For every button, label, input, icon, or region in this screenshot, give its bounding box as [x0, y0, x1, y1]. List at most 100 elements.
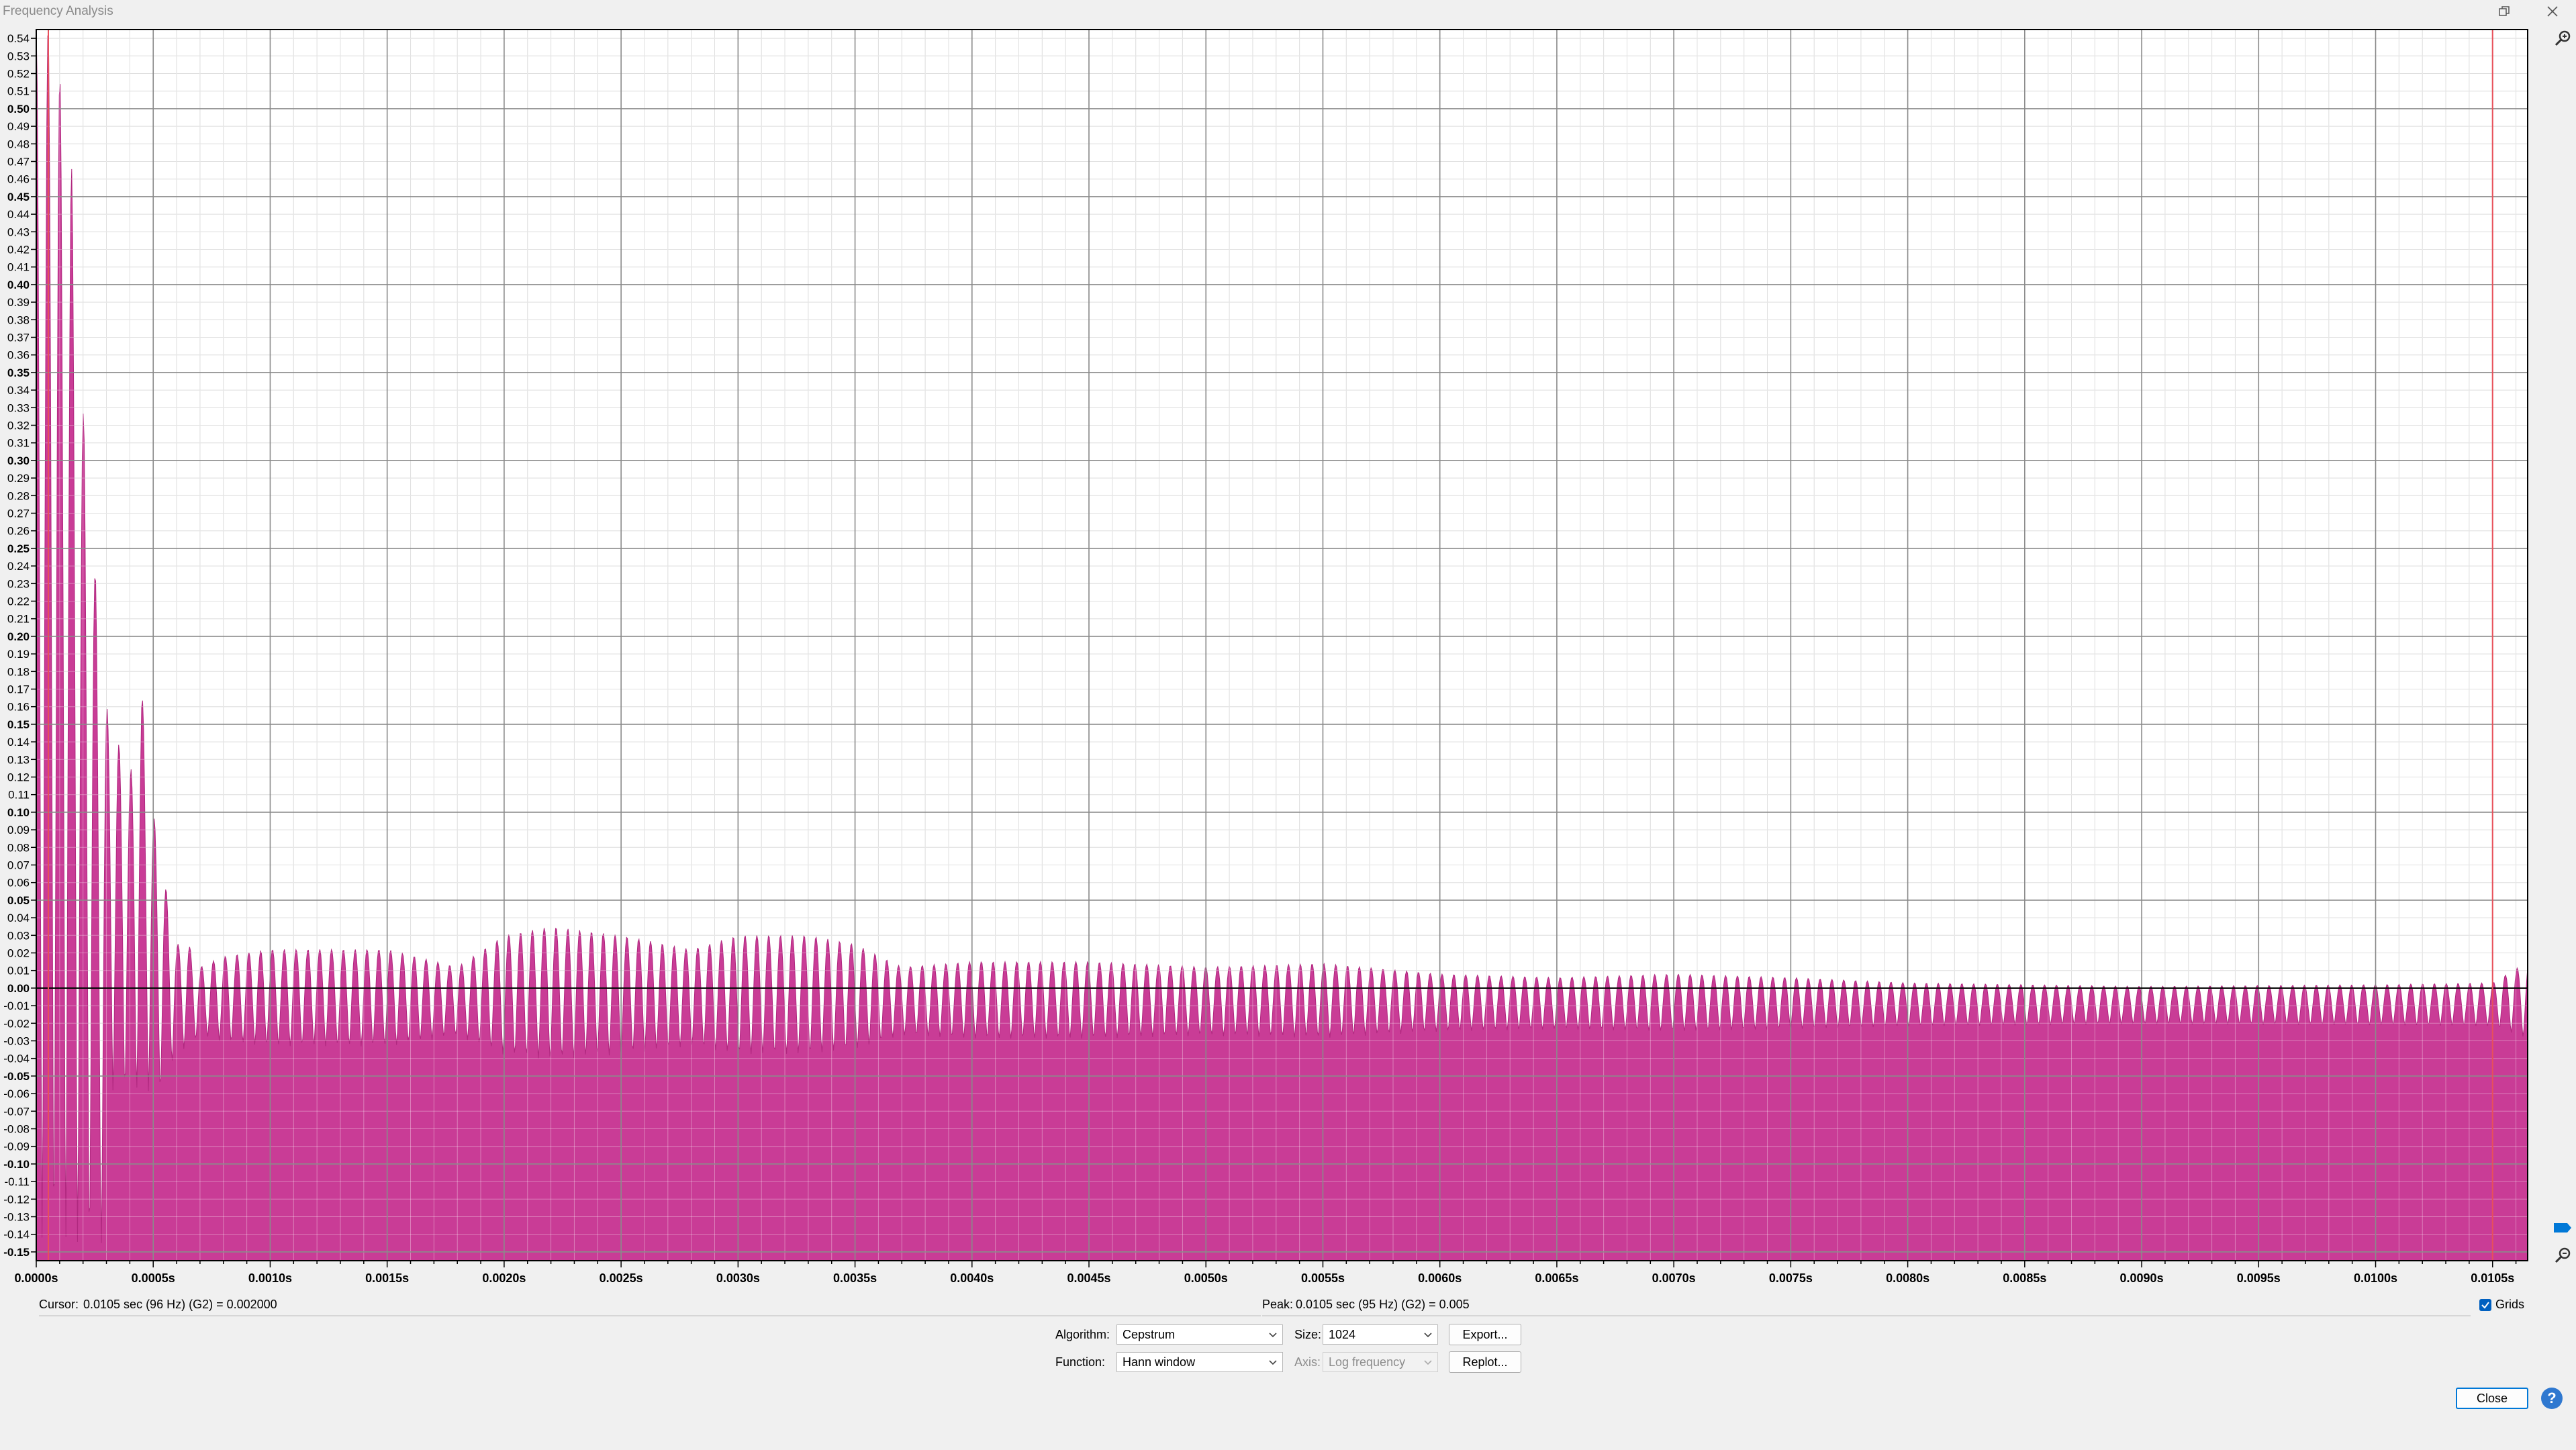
y-tick-label: -0.08	[3, 1123, 30, 1136]
y-tick-label: 0.51	[7, 85, 30, 98]
x-tick-label: 0.0055s	[1301, 1271, 1345, 1285]
replot-button[interactable]: Replot...	[1449, 1351, 1521, 1373]
x-tick-label: 0.0000s	[14, 1271, 58, 1285]
y-tick-label: 0.26	[7, 525, 30, 538]
y-tick-label: 0.45	[7, 191, 30, 203]
function-select[interactable]: Hann window	[1116, 1352, 1283, 1372]
cepstrum-plot[interactable]: 0.54 0.53 0.52 0.51 0.50 0.49 0.48 0.47 0.46 0.45…	[0, 23, 2576, 1312]
y-tick-label: 0.41	[7, 261, 30, 274]
y-tick-label: 0.32	[7, 420, 30, 432]
close-icon	[2547, 6, 2558, 17]
y-tick-label: 0.35	[7, 367, 30, 379]
y-tick-label: -0.05	[3, 1070, 30, 1083]
y-tick-label: 0.02	[7, 947, 30, 960]
cursor-underline	[39, 1315, 1261, 1316]
x-tick-label: 0.0005s	[132, 1271, 175, 1285]
y-tick-label: 0.20	[7, 630, 30, 643]
y-tick-label: 0.52	[7, 68, 30, 81]
size-select[interactable]: 1024	[1323, 1324, 1438, 1345]
zoom-out-icon	[2555, 1247, 2571, 1263]
chevron-down-icon	[1269, 1333, 1277, 1338]
y-tick-label: 0.07	[7, 859, 30, 872]
restore-icon	[2499, 6, 2510, 16]
y-tick-label: 0.10	[7, 806, 30, 819]
y-tick-label: -0.07	[3, 1105, 30, 1118]
y-tick-label: 0.46	[7, 173, 30, 186]
title-bar: Frequency Analysis	[0, 0, 2576, 23]
y-tick-label: 0.00	[7, 982, 30, 995]
x-tick-label: 0.0100s	[2354, 1271, 2397, 1285]
y-tick-label: -0.09	[3, 1141, 30, 1153]
function-value: Hann window	[1123, 1355, 1196, 1369]
algorithm-select[interactable]: Cepstrum	[1116, 1324, 1283, 1345]
export-button[interactable]: Export...	[1449, 1324, 1521, 1345]
grids-label: Grids	[2495, 1298, 2525, 1311]
y-tick-label: 0.40	[7, 279, 30, 291]
y-tick-label: -0.14	[3, 1228, 30, 1241]
y-tick-label: 0.15	[7, 718, 30, 731]
restore-button[interactable]	[2489, 1, 2519, 21]
y-tick-label: 0.13	[7, 753, 30, 766]
y-tick-label: -0.12	[3, 1193, 30, 1206]
y-tick-label: 0.43	[7, 226, 30, 238]
x-tick-label: 0.0010s	[248, 1271, 292, 1285]
x-tick-label: 0.0065s	[1535, 1271, 1578, 1285]
plot-frame	[36, 29, 2528, 1261]
y-tick-label: 0.05	[7, 894, 30, 907]
grids-checkbox[interactable]: Grids	[2479, 1298, 2524, 1312]
x-tick-label: 0.0020s	[482, 1271, 526, 1285]
size-value: 1024	[1329, 1328, 1356, 1341]
y-tick-label: 0.16	[7, 701, 30, 714]
y-tick-label: -0.15	[3, 1246, 30, 1259]
size-label: Size:	[1294, 1328, 1322, 1341]
x-tick-label: 0.0040s	[950, 1271, 994, 1285]
y-tick-label: -0.10	[3, 1158, 30, 1171]
x-tick-label: 0.0025s	[600, 1271, 643, 1285]
y-tick-label: 0.11	[8, 789, 30, 802]
y-tick-label: 0.34	[7, 384, 30, 397]
zoom-out-button[interactable]	[2551, 1244, 2574, 1267]
y-tick-label: 0.48	[7, 138, 30, 150]
y-tick-label: 0.09	[7, 824, 30, 836]
y-tick-label: 0.12	[7, 771, 30, 784]
close-window-button[interactable]	[2538, 1, 2567, 21]
slider-thumb-icon	[2554, 1223, 2571, 1232]
y-tick-label: 0.08	[7, 841, 30, 854]
zoom-slider-thumb[interactable]	[2551, 1216, 2574, 1239]
chevron-down-icon	[1424, 1360, 1432, 1365]
y-tick-label: 0.47	[7, 156, 30, 168]
x-axis: 0.0000s 0.0005s 0.0010s 0.0015s 0.0020s 0.002…	[14, 1261, 2517, 1285]
y-tick-label: 0.36	[7, 349, 30, 362]
axis-label: Axis:	[1294, 1355, 1321, 1369]
axis-select[interactable]: Log frequency	[1323, 1352, 1438, 1372]
help-button[interactable]: ?	[2541, 1388, 2563, 1409]
y-tick-label: 0.14	[7, 736, 30, 748]
y-tick-label: -0.11	[5, 1175, 30, 1188]
y-tick-label: 0.37	[7, 332, 30, 344]
close-button[interactable]: Close	[2456, 1388, 2528, 1409]
x-tick-label: 0.0095s	[2237, 1271, 2281, 1285]
x-tick-label: 0.0045s	[1067, 1271, 1110, 1285]
y-tick-label: 0.44	[7, 208, 30, 221]
x-tick-label: 0.0060s	[1418, 1271, 1462, 1285]
x-tick-label: 0.0090s	[2120, 1271, 2164, 1285]
y-tick-label: 0.42	[7, 244, 30, 256]
y-axis: 0.54 0.53 0.52 0.51 0.50 0.49 0.48 0.47 0.46 0.45…	[3, 32, 36, 1259]
y-tick-label: 0.28	[7, 489, 30, 502]
peak-underline	[1262, 1315, 2471, 1316]
cursor-value: 0.0105 sec (96 Hz) (G2) = 0.002000	[83, 1298, 277, 1311]
y-tick-label: 0.27	[7, 508, 30, 520]
y-tick-label: 0.24	[7, 560, 30, 573]
y-tick-label: 0.04	[7, 912, 30, 924]
y-tick-label: -0.03	[3, 1035, 30, 1048]
y-tick-label: -0.01	[3, 1000, 30, 1012]
y-tick-label: 0.06	[7, 877, 30, 889]
y-tick-label: -0.02	[3, 1017, 30, 1030]
y-tick-label: -0.06	[3, 1088, 30, 1100]
x-tick-label: 0.0075s	[1769, 1271, 1813, 1285]
window-title: Frequency Analysis	[3, 4, 113, 18]
y-tick-label: 0.21	[7, 613, 30, 626]
zoom-in-button[interactable]	[2551, 27, 2574, 50]
y-tick-label: 0.01	[7, 965, 30, 977]
cepstrum-area	[36, 29, 2528, 1261]
